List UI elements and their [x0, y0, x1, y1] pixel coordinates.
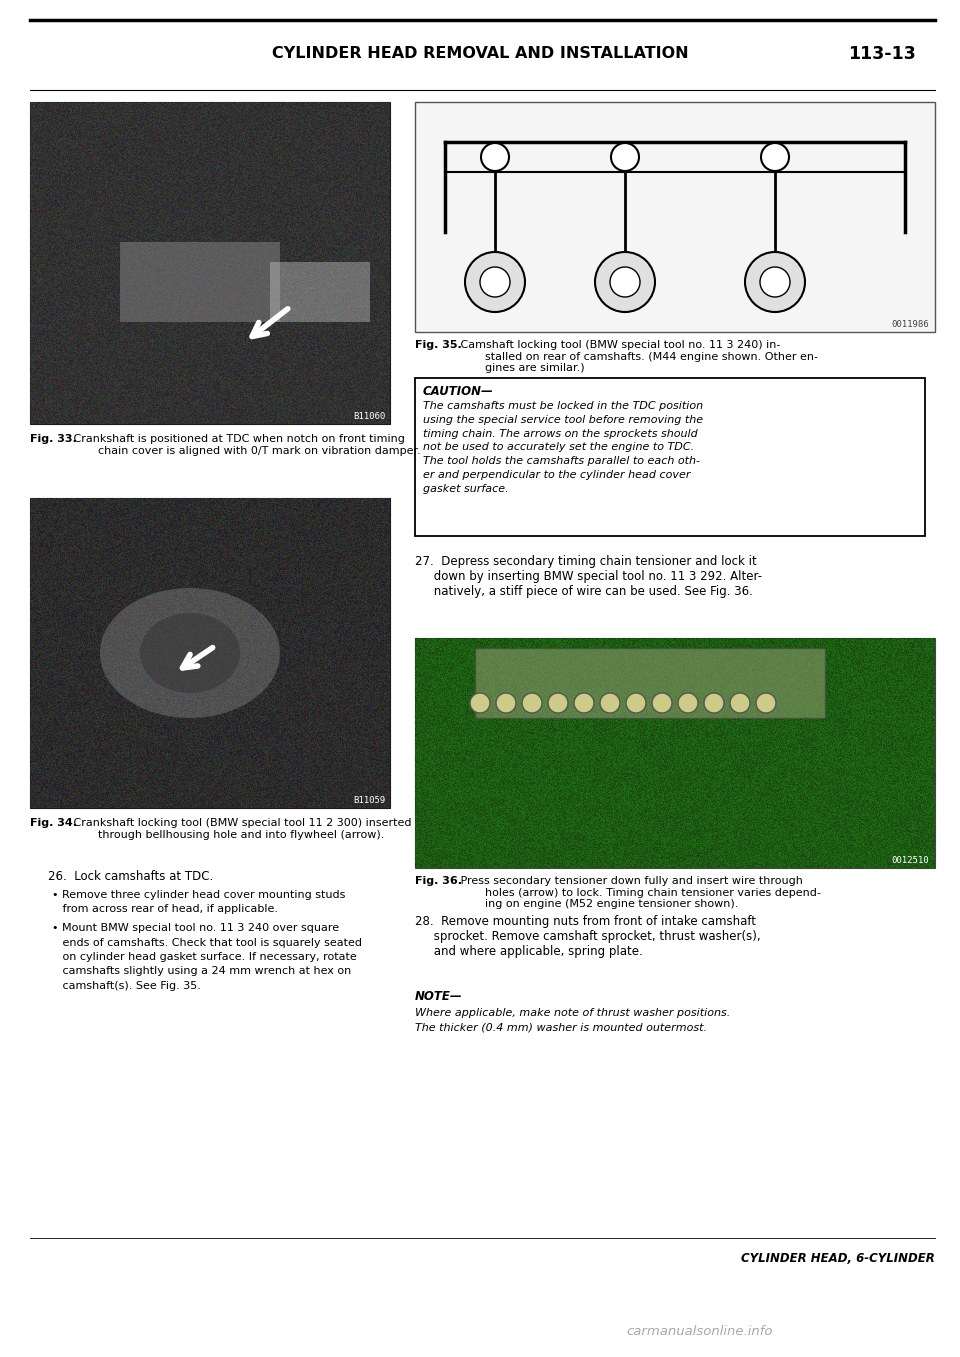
Circle shape — [465, 252, 525, 312]
Text: down by inserting BMW special tool no. 11 3 292. Alter-: down by inserting BMW special tool no. 1… — [415, 570, 762, 584]
Circle shape — [611, 142, 639, 171]
Ellipse shape — [100, 588, 280, 718]
Circle shape — [480, 267, 510, 297]
Text: Fig. 35.: Fig. 35. — [415, 341, 462, 350]
Circle shape — [761, 142, 789, 171]
Text: • Remove three cylinder head cover mounting studs: • Remove three cylinder head cover mount… — [52, 890, 346, 900]
Bar — [120, 242, 280, 322]
Text: B11059: B11059 — [353, 797, 386, 805]
Circle shape — [730, 693, 750, 712]
Circle shape — [522, 693, 542, 712]
Circle shape — [652, 693, 672, 712]
Text: Crankshaft is positioned at TDC when notch on front timing
        chain cover i: Crankshaft is positioned at TDC when not… — [70, 434, 420, 456]
Circle shape — [470, 693, 490, 712]
Circle shape — [626, 693, 646, 712]
Circle shape — [678, 693, 698, 712]
Text: gasket surface.: gasket surface. — [423, 484, 509, 494]
Circle shape — [745, 252, 805, 312]
Text: The tool holds the camshafts parallel to each oth-: The tool holds the camshafts parallel to… — [423, 456, 700, 467]
Text: Press secondary tensioner down fully and insert wire through
        holes (arro: Press secondary tensioner down fully and… — [457, 877, 821, 909]
Text: sprocket. Remove camshaft sprocket, thrust washer(s),: sprocket. Remove camshaft sprocket, thru… — [415, 930, 760, 943]
Text: CAUTION—: CAUTION— — [423, 385, 493, 398]
Text: 28.  Remove mounting nuts from front of intake camshaft: 28. Remove mounting nuts from front of i… — [415, 915, 756, 928]
Text: er and perpendicular to the cylinder head cover: er and perpendicular to the cylinder hea… — [423, 470, 690, 480]
Text: on cylinder head gasket surface. If necessary, rotate: on cylinder head gasket surface. If nece… — [52, 953, 357, 962]
Text: ends of camshafts. Check that tool is squarely seated: ends of camshafts. Check that tool is sq… — [52, 938, 362, 947]
Text: The thicker (0.4 mm) washer is mounted outermost.: The thicker (0.4 mm) washer is mounted o… — [415, 1022, 707, 1033]
Text: using the special service tool before removing the: using the special service tool before re… — [423, 415, 703, 425]
Circle shape — [756, 693, 776, 712]
Text: not be used to accurately set the engine to TDC.: not be used to accurately set the engine… — [423, 442, 694, 452]
Text: B11060: B11060 — [353, 413, 386, 421]
Bar — [30, 498, 390, 807]
Text: NOTE—: NOTE— — [415, 991, 463, 1003]
Text: natively, a stiff piece of wire can be used. See Fig. 36.: natively, a stiff piece of wire can be u… — [415, 585, 753, 598]
Circle shape — [600, 693, 620, 712]
Text: Fig. 36.: Fig. 36. — [415, 877, 462, 886]
Bar — [30, 102, 390, 423]
Text: Crankshaft locking tool (BMW special tool 11 2 300) inserted
        through bel: Crankshaft locking tool (BMW special too… — [70, 818, 412, 840]
Text: from across rear of head, if applicable.: from across rear of head, if applicable. — [52, 905, 278, 915]
Text: 0011986: 0011986 — [892, 320, 929, 328]
Bar — [475, 649, 825, 718]
Text: CYLINDER HEAD, 6-CYLINDER: CYLINDER HEAD, 6-CYLINDER — [741, 1253, 935, 1265]
Text: 0012510: 0012510 — [892, 856, 929, 864]
Bar — [415, 638, 935, 868]
Text: The camshafts must be locked in the TDC position: The camshafts must be locked in the TDC … — [423, 402, 703, 411]
Text: 26.  Lock camshafts at TDC.: 26. Lock camshafts at TDC. — [48, 870, 213, 883]
Ellipse shape — [140, 613, 240, 693]
Text: • Mount BMW special tool no. 11 3 240 over square: • Mount BMW special tool no. 11 3 240 ov… — [52, 923, 339, 934]
Bar — [270, 262, 370, 322]
Circle shape — [481, 142, 509, 171]
Text: camshaft(s). See Fig. 35.: camshaft(s). See Fig. 35. — [52, 981, 201, 991]
Text: 27.  Depress secondary timing chain tensioner and lock it: 27. Depress secondary timing chain tensi… — [415, 555, 756, 569]
Circle shape — [760, 267, 790, 297]
Bar — [415, 102, 935, 332]
Text: Fig. 34.: Fig. 34. — [30, 818, 77, 828]
Text: 113-13: 113-13 — [848, 45, 916, 62]
Text: CYLINDER HEAD REMOVAL AND INSTALLATION: CYLINDER HEAD REMOVAL AND INSTALLATION — [272, 46, 688, 61]
Text: camshafts slightly using a 24 mm wrench at hex on: camshafts slightly using a 24 mm wrench … — [52, 966, 351, 977]
Text: carmanualsonline.info: carmanualsonline.info — [627, 1324, 773, 1338]
Circle shape — [704, 693, 724, 712]
Bar — [415, 379, 925, 536]
Circle shape — [595, 252, 655, 312]
Circle shape — [610, 267, 640, 297]
Text: timing chain. The arrows on the sprockets should: timing chain. The arrows on the sprocket… — [423, 429, 698, 438]
Text: and where applicable, spring plate.: and where applicable, spring plate. — [415, 944, 643, 958]
Circle shape — [548, 693, 568, 712]
Circle shape — [574, 693, 594, 712]
Text: Camshaft locking tool (BMW special tool no. 11 3 240) in-
        stalled on rea: Camshaft locking tool (BMW special tool … — [457, 341, 818, 373]
Circle shape — [496, 693, 516, 712]
Text: Fig. 33.: Fig. 33. — [30, 434, 77, 444]
Text: Where applicable, make note of thrust washer positions.: Where applicable, make note of thrust wa… — [415, 1008, 731, 1018]
